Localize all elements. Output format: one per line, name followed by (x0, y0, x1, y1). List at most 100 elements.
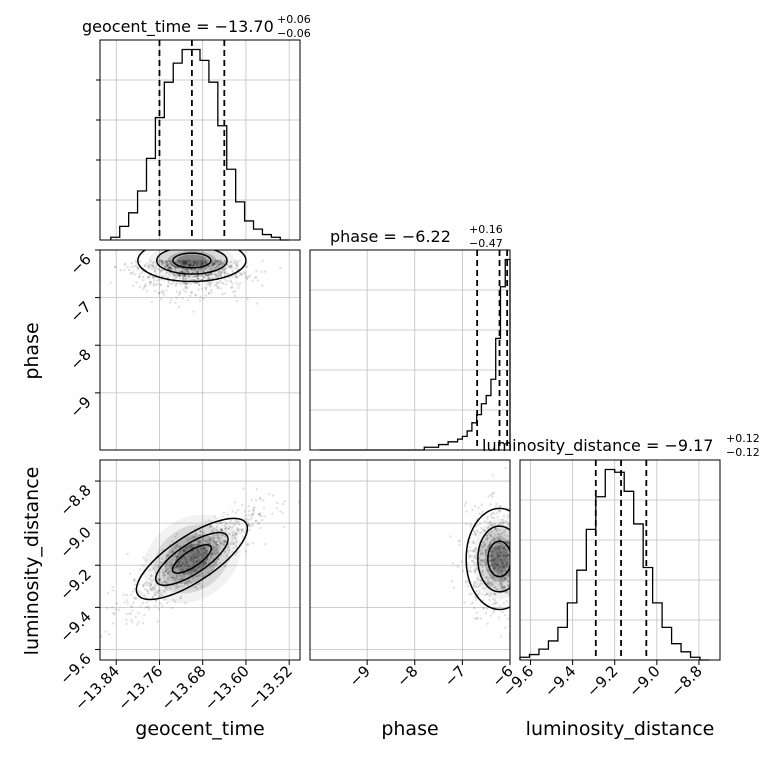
sample-point (179, 565, 183, 568)
sample-point (473, 504, 477, 508)
sample-point (494, 593, 497, 596)
sample-point (202, 262, 205, 265)
density-level (143, 514, 241, 604)
sample-point (224, 565, 227, 568)
sample-point (513, 560, 515, 562)
sample-point (126, 265, 129, 269)
sample-point (477, 579, 480, 582)
sample-point (182, 262, 185, 266)
sample-point (496, 563, 499, 566)
sample-point (501, 571, 505, 574)
sample-point (503, 587, 507, 590)
sample-point (191, 553, 195, 557)
sample-point (502, 602, 506, 605)
sample-point (499, 581, 502, 584)
sample-point (197, 277, 200, 281)
sample-point (541, 573, 543, 575)
sample-point (176, 260, 179, 263)
sample-point (182, 561, 185, 564)
sample-point (513, 535, 515, 537)
sample-point (153, 594, 157, 597)
sample-point (202, 539, 205, 542)
sample-point (219, 273, 222, 276)
sample-point (243, 531, 246, 534)
sample-point (198, 565, 201, 569)
sample-point (176, 564, 180, 568)
sample-point (153, 269, 156, 273)
sample-point (186, 560, 189, 563)
sample-point (495, 542, 498, 545)
sample-point (247, 543, 250, 546)
sample-point (517, 569, 519, 571)
sample-point (492, 550, 495, 553)
sample-point (485, 520, 488, 523)
sample-point (190, 559, 193, 562)
sample-point (131, 609, 134, 612)
sample-point (506, 577, 510, 580)
sample-point (189, 277, 192, 281)
sample-point (521, 534, 523, 536)
sample-point (499, 542, 502, 545)
sample-point (195, 264, 199, 267)
sample-point (517, 544, 519, 546)
sample-point (489, 575, 492, 578)
sample-point (250, 517, 253, 520)
sample-point (493, 602, 496, 605)
sample-point (522, 581, 524, 583)
sample-point (177, 293, 181, 296)
sample-point (185, 537, 189, 541)
sample-point (490, 581, 493, 585)
sample-point (526, 525, 528, 527)
sample-point (147, 581, 151, 585)
sample-point (165, 288, 168, 292)
sample-point (271, 494, 275, 497)
sample-point (216, 543, 219, 547)
sample-point (148, 281, 152, 284)
sample-point (204, 262, 207, 265)
panel-frame (519, 459, 721, 661)
sample-point (187, 270, 190, 273)
sample-point (176, 577, 179, 581)
sample-point (213, 261, 217, 264)
sample-point (207, 291, 211, 295)
sample-point (177, 305, 181, 308)
sample-point (178, 292, 182, 295)
density-level (153, 524, 230, 594)
sample-point (197, 542, 200, 545)
sample-point (178, 274, 182, 278)
tick-label-phase: −8 (393, 662, 421, 690)
sample-point (498, 548, 501, 551)
sample-point (210, 290, 213, 294)
sample-point (517, 536, 519, 538)
sample-point (141, 601, 145, 605)
sample-point (513, 565, 515, 567)
sample-point (211, 272, 214, 275)
sample-point (140, 591, 143, 595)
sample-point (196, 277, 200, 280)
sample-point (183, 278, 187, 281)
sample-point (490, 583, 494, 586)
sample-point (235, 299, 239, 303)
sample-point (112, 589, 115, 592)
sample-point (501, 561, 504, 564)
sample-point (252, 509, 255, 512)
sample-point (212, 264, 215, 267)
sample-point (223, 534, 226, 538)
sample-point (170, 263, 174, 267)
sample-point (149, 584, 152, 587)
sample-point (145, 290, 149, 293)
sample-point (499, 576, 502, 580)
sample-point (187, 259, 190, 262)
sample-point (187, 580, 191, 583)
sample-point (179, 259, 182, 263)
sample-point (186, 582, 189, 585)
sample-point (491, 574, 495, 578)
sample-point (500, 533, 503, 536)
sample-point (488, 544, 491, 548)
sample-point (216, 534, 220, 538)
tick-label-geocent_time: −13.52 (244, 662, 296, 714)
sample-point (157, 278, 160, 281)
sample-point (202, 270, 206, 273)
sample-point (230, 286, 233, 289)
